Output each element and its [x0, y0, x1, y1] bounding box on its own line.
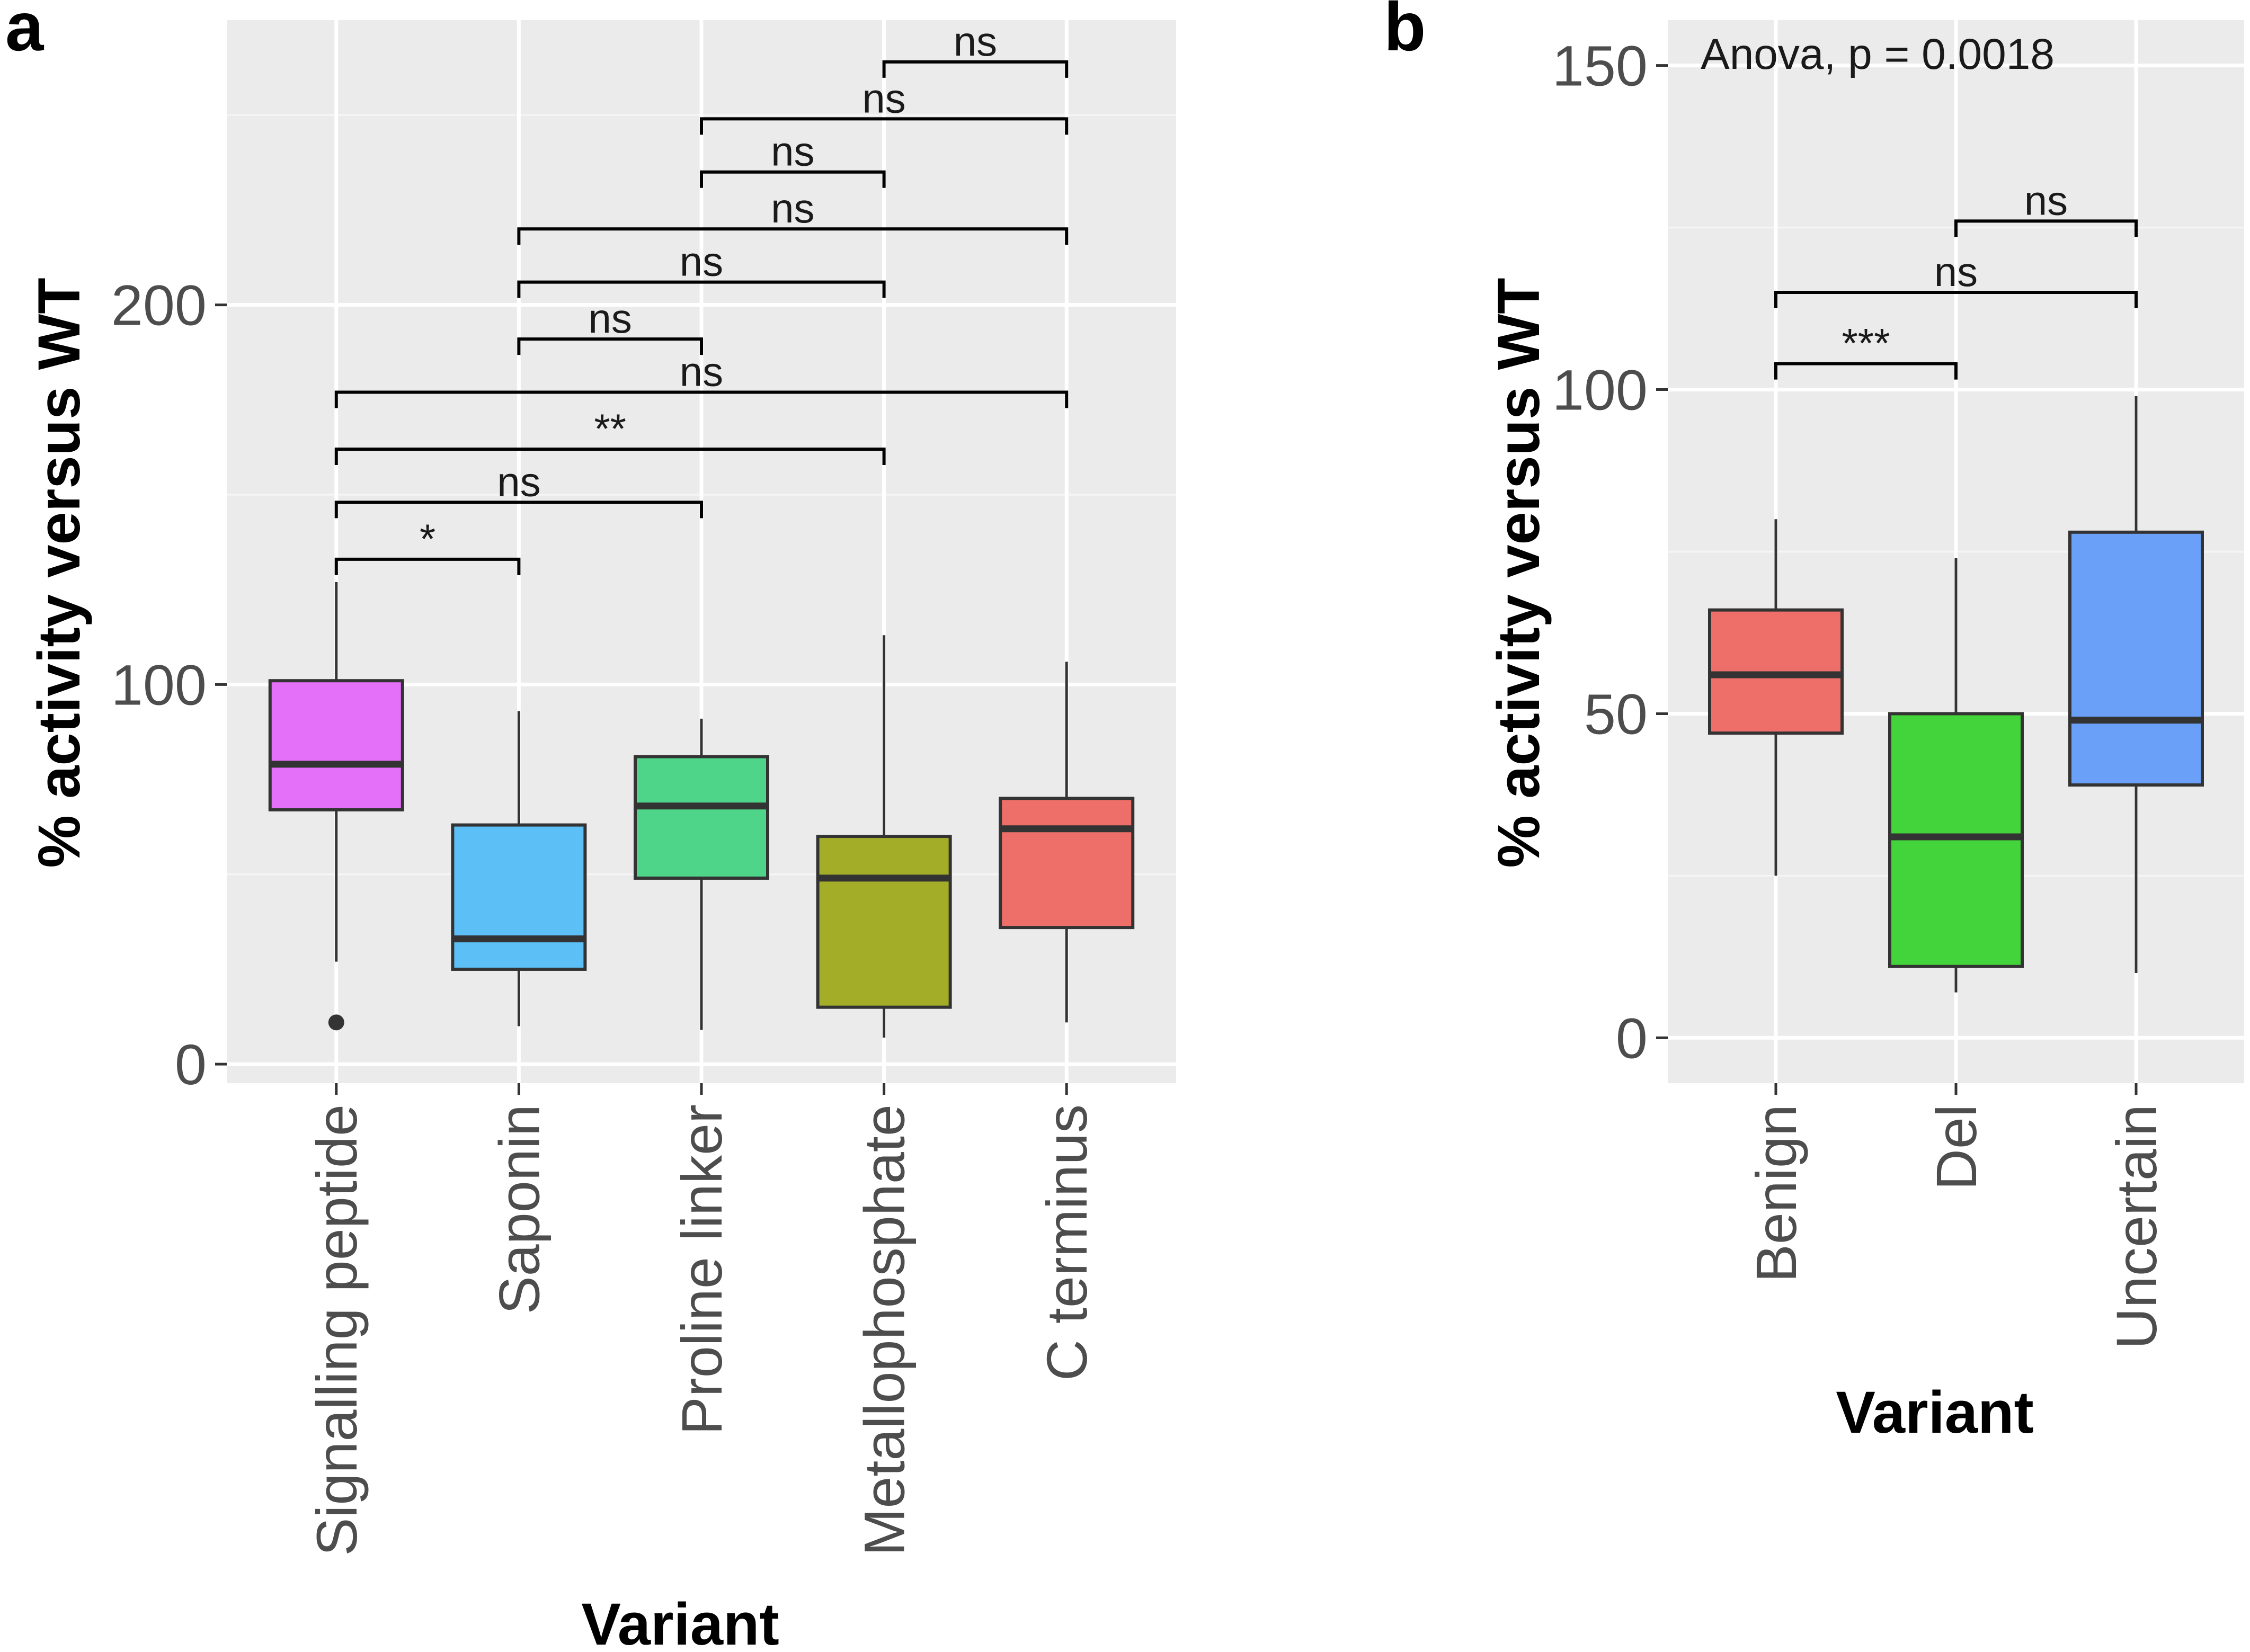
x-tick-label: Del: [1924, 1104, 1988, 1190]
panel-a: a 0 100 200 * ns ** ns ns ns ns ns ns ns Signalling…: [5, 0, 1176, 1652]
panel-b-y-axis-title: % activity versus WT: [1486, 278, 1552, 868]
box-iqr: [634, 755, 769, 880]
significance-label: ***: [1842, 320, 1890, 367]
panel-b-y-axis: 0 50 100 150: [1552, 34, 1668, 1070]
significance-label: ns: [588, 295, 632, 342]
bracket-line: [700, 170, 886, 188]
panel-a-x-axis-title: Variant: [581, 1591, 779, 1652]
bracket-line: [700, 117, 1069, 135]
y-tick-label: 0: [1616, 1006, 1648, 1070]
comparison-bracket: ns: [334, 458, 703, 519]
y-tick-label: 50: [1584, 682, 1648, 746]
box-signalling-peptide: [268, 582, 404, 1031]
significance-label: *: [420, 515, 435, 562]
comparison-bracket: ns: [1954, 177, 2138, 237]
box-c-terminus: [999, 662, 1135, 1023]
box-benign: [1708, 519, 1844, 876]
y-tick-label: 0: [175, 1032, 207, 1096]
significance-label: ns: [2024, 177, 2068, 224]
comparison-bracket: ns: [517, 185, 1069, 245]
box-uncertain: [2068, 396, 2204, 973]
significance-label: ns: [680, 238, 723, 285]
panel-b-x-axis-title: Variant: [1836, 1379, 2034, 1445]
panel-b-anova-annotation: Anova, p = 0.0018: [1701, 30, 2055, 78]
box-iqr: [268, 679, 404, 811]
bracket-line: [882, 60, 1069, 78]
comparison-bracket: ns: [334, 348, 1069, 408]
panel-a-comparisons: * ns ** ns ns ns ns ns ns ns: [334, 18, 1069, 575]
comparison-bracket: ns: [700, 128, 886, 188]
comparison-bracket: ns: [882, 18, 1069, 78]
comparison-bracket: **: [334, 405, 886, 465]
x-tick-label: Metallophosphate: [852, 1104, 917, 1556]
panel-b-boxes: [1708, 396, 2204, 993]
significance-label: ns: [680, 348, 723, 395]
bracket-line: [1774, 290, 2138, 308]
panel-b-letter: b: [1384, 0, 1426, 65]
x-tick-label: Proline linker: [670, 1104, 734, 1435]
bracket-line: [334, 501, 703, 519]
box-iqr: [451, 823, 587, 971]
y-tick-label: 100: [1552, 358, 1648, 422]
y-tick-label: 200: [111, 273, 207, 337]
bracket-line: [334, 390, 1069, 408]
panel-a-x-axis: Signalling peptide Saponin Proline linker M…: [305, 1083, 1099, 1556]
comparison-bracket: *: [334, 515, 521, 575]
box-del: [1888, 558, 2024, 993]
significance-label: **: [594, 405, 626, 452]
bracket-line: [1954, 219, 2138, 237]
bracket-line: [334, 557, 521, 575]
y-tick-label: 100: [111, 653, 207, 717]
box-saponin: [451, 711, 587, 1026]
significance-label: ns: [1934, 248, 1978, 295]
panel-a-y-axis-title: % activity versus WT: [26, 278, 92, 868]
box-metallophosphate: [816, 635, 952, 1038]
panel-a-letter: a: [5, 0, 45, 65]
x-tick-label: C terminus: [1035, 1104, 1099, 1381]
bracket-line: [334, 447, 886, 465]
bracket-line: [517, 280, 886, 298]
comparison-bracket: ns: [517, 295, 703, 355]
significance-label: ns: [771, 128, 814, 175]
x-tick-label: Benign: [1744, 1104, 1808, 1282]
comparison-bracket: ns: [1774, 248, 2138, 308]
comparison-bracket: ***: [1774, 320, 1958, 380]
box-iqr: [816, 835, 952, 1009]
comparison-bracket: ns: [517, 238, 886, 298]
significance-label: ns: [862, 75, 905, 121]
panel-b-x-axis: Benign Del Uncertain: [1744, 1083, 2168, 1349]
box-iqr: [2068, 530, 2204, 787]
box-iqr: [999, 797, 1135, 930]
panel-a-boxes: [268, 582, 1135, 1038]
comparison-bracket: ns: [700, 75, 1069, 135]
x-tick-label: Signalling peptide: [305, 1104, 369, 1556]
bracket-line: [517, 337, 703, 355]
box-proline-linker: [634, 718, 769, 1030]
significance-label: ns: [954, 18, 997, 65]
bracket-line: [1774, 362, 1958, 380]
x-tick-label: Uncertain: [2104, 1104, 2168, 1349]
bracket-line: [517, 227, 1069, 245]
significance-label: ns: [497, 458, 540, 505]
x-tick-label: Saponin: [487, 1104, 551, 1314]
panel-a-y-axis: 0 100 200: [111, 273, 227, 1096]
outlier-point: [328, 1014, 344, 1031]
significance-label: ns: [771, 185, 814, 231]
y-tick-label: 150: [1552, 34, 1648, 98]
